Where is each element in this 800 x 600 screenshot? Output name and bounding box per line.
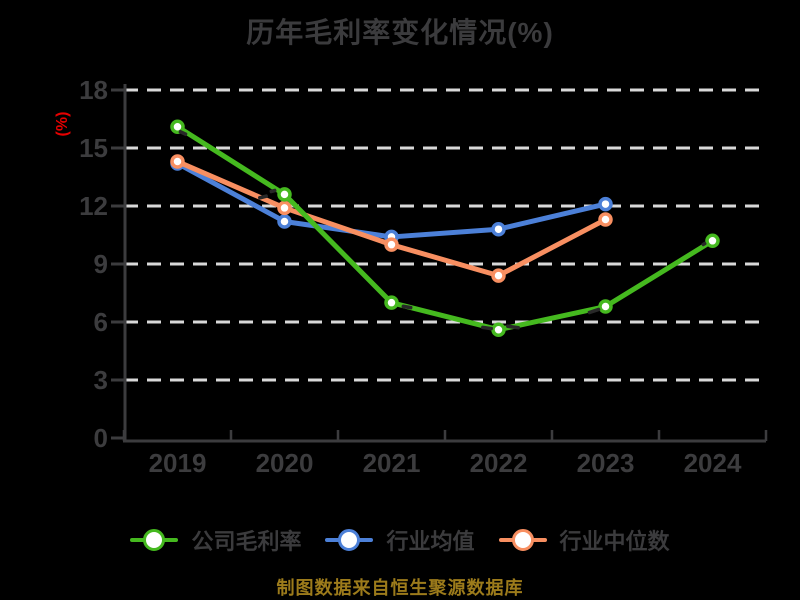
legend: 公司毛利率 行业均值 行业中位数 bbox=[0, 524, 800, 556]
value-smudge-2 bbox=[269, 188, 277, 194]
data-point-series2-0 bbox=[170, 154, 185, 169]
chart-title: 历年毛利率变化情况(%) bbox=[246, 17, 554, 48]
data-point-series0-4 bbox=[598, 299, 613, 314]
series-line-1 bbox=[175, 160, 608, 240]
value-smudge-7 bbox=[701, 241, 707, 247]
x-tick-label-2020: 2020 bbox=[256, 448, 314, 478]
y-tick-label-12: 12 bbox=[79, 191, 108, 221]
legend-label-company: 公司毛利率 bbox=[191, 529, 302, 554]
data-point-series2-2 bbox=[384, 237, 399, 252]
y-tick-label-15: 15 bbox=[79, 133, 108, 163]
value-smudge-6 bbox=[587, 307, 601, 315]
x-tick-label-2022: 2022 bbox=[470, 448, 528, 478]
y-tick-label-18: 18 bbox=[79, 75, 108, 105]
data-point-series1-1 bbox=[277, 214, 292, 229]
data-point-series1-3 bbox=[491, 221, 506, 237]
legend-circle-icon bbox=[143, 529, 166, 551]
value-smudge-1 bbox=[258, 194, 268, 200]
y-tick-label-3: 3 bbox=[94, 365, 108, 395]
legend-marker-industry-median bbox=[498, 528, 547, 552]
legend-circle-icon bbox=[511, 529, 534, 551]
y-tick-label-9: 9 bbox=[94, 249, 108, 279]
data-point-series2-4 bbox=[598, 212, 613, 227]
x-tick-label-2023: 2023 bbox=[577, 448, 635, 478]
legend-label-industry-average: 行业均值 bbox=[386, 529, 475, 554]
data-point-series0-0 bbox=[170, 119, 185, 134]
data-point-series2-1 bbox=[277, 200, 292, 216]
legend-item-industry-median[interactable]: 行业中位数 bbox=[498, 524, 670, 556]
series-line-0 bbox=[175, 124, 715, 333]
legend-marker-company bbox=[130, 528, 179, 552]
x-tick-label-2024: 2024 bbox=[684, 448, 742, 478]
legend-circle-icon bbox=[338, 529, 361, 551]
data-point-series0-5 bbox=[705, 233, 720, 249]
value-smudge-0 bbox=[178, 129, 188, 137]
data-point-series1-4 bbox=[598, 196, 613, 212]
x-tick-label-2021: 2021 bbox=[363, 448, 421, 478]
data-point-series0-1 bbox=[277, 187, 292, 202]
data-point-series2-3 bbox=[491, 268, 506, 283]
x-tick-label-2019: 2019 bbox=[149, 448, 207, 478]
source-note: 制图数据来自恒生聚源数据库 bbox=[276, 578, 524, 598]
legend-item-industry-average[interactable]: 行业均值 bbox=[325, 524, 475, 556]
data-point-series0-2 bbox=[384, 295, 399, 310]
value-smudge-4 bbox=[481, 325, 493, 331]
legend-marker-industry-average bbox=[325, 528, 374, 552]
legend-item-company-gross-margin[interactable]: 公司毛利率 bbox=[130, 524, 301, 556]
y-tick-label-6: 6 bbox=[94, 307, 108, 337]
data-point-series0-3 bbox=[491, 322, 506, 337]
value-smudge-5 bbox=[506, 324, 520, 330]
y-tick-label-0: 0 bbox=[94, 423, 108, 453]
legend-label-industry-median: 行业中位数 bbox=[559, 529, 670, 554]
value-smudge-3 bbox=[401, 304, 413, 310]
